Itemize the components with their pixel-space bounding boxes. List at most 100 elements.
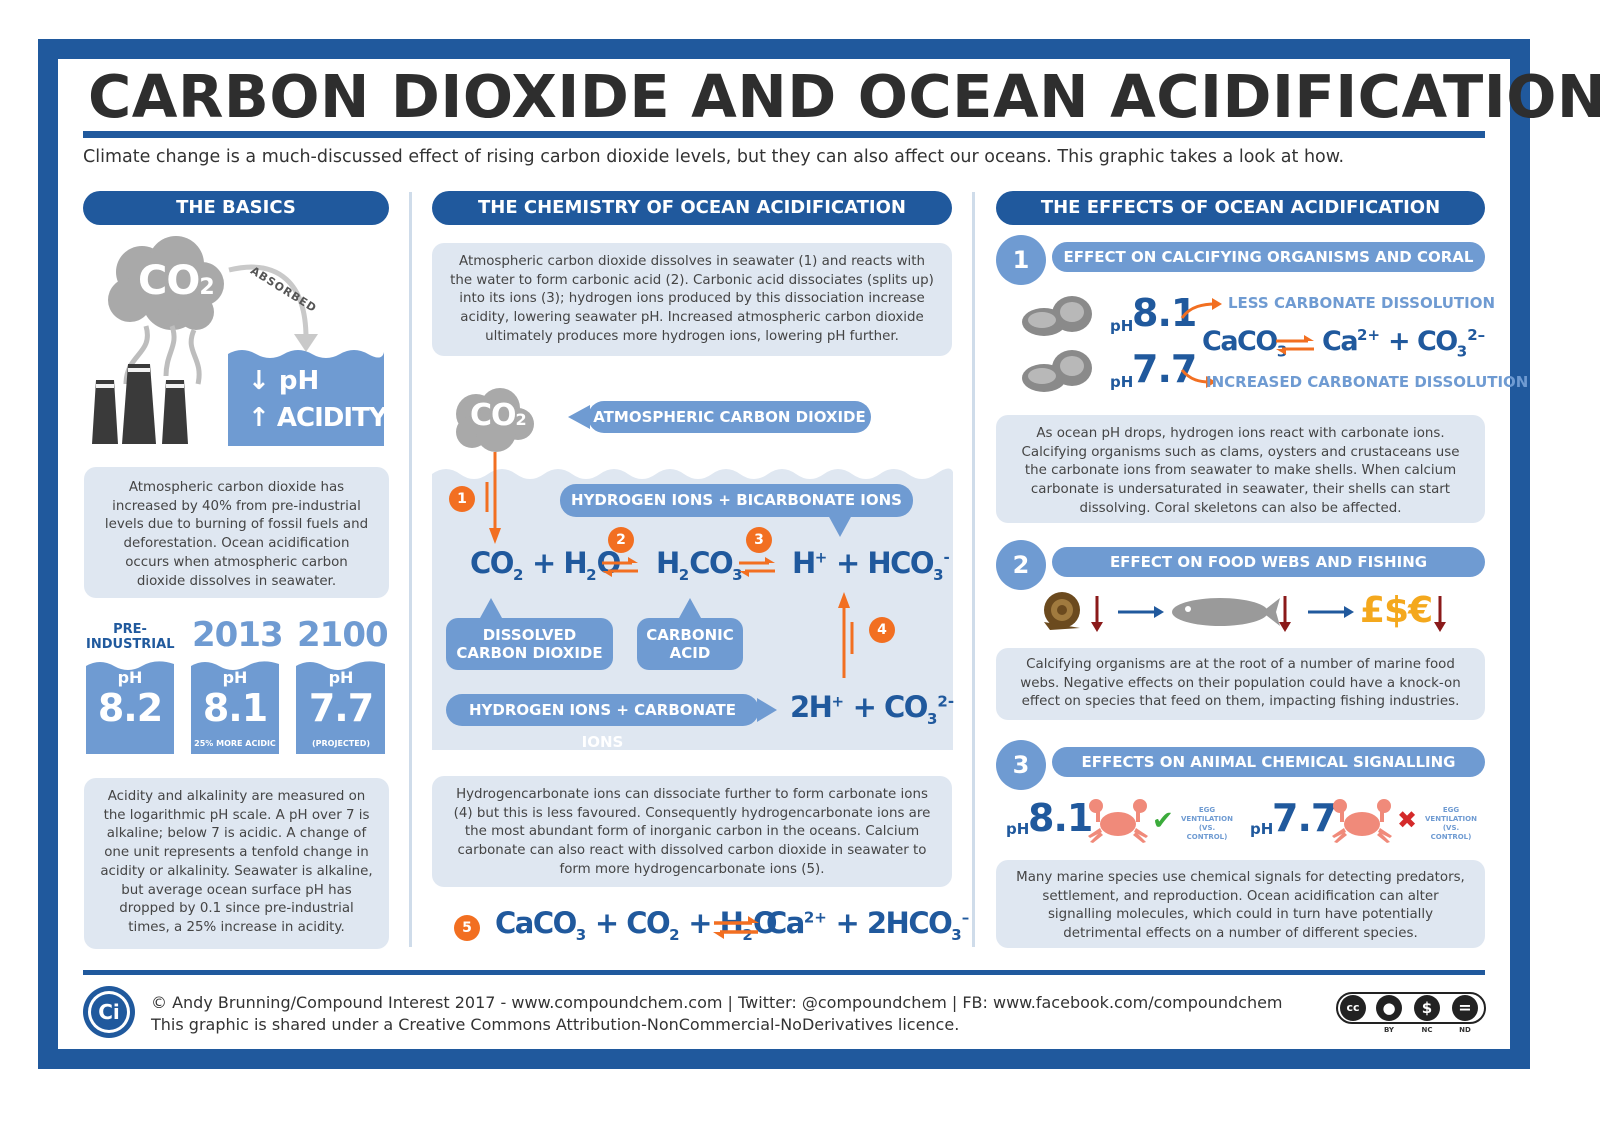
co2-cloud-icon: [108, 236, 224, 330]
effect-3-title: EFFECTS ON ANIMAL CHEMICAL SIGNALLING: [1052, 747, 1485, 777]
effect-3-ph-high: 8.1: [1028, 796, 1093, 840]
less-dissolution-label: LESS CARBONATE DISSOLUTION: [1228, 294, 1496, 312]
equilibrium-arrow-2: [602, 557, 638, 577]
title-rule: [83, 131, 1485, 138]
equation-h2co3: H2CO3: [656, 546, 743, 584]
effect-1-number: 1: [996, 235, 1046, 285]
effect-1-ph-label-low: pH: [1110, 373, 1134, 391]
ocean-box: [228, 350, 384, 446]
equilibrium-arrow-3: [739, 557, 775, 577]
step-3-badge: 3: [746, 527, 772, 553]
equation-co2-h2o: CO2 + H2O: [470, 546, 621, 584]
callout-pointer: [679, 598, 701, 618]
chem-co2-label: CO2: [470, 398, 527, 433]
equation-h-hco3: H+ + HCO3-: [792, 546, 950, 584]
clam-shells-icon: [1022, 296, 1092, 392]
effect-3-number: 3: [996, 740, 1046, 790]
callout-pointer: [480, 598, 502, 618]
effect-3-text: Many marine species use chemical signals…: [996, 860, 1485, 948]
cloud-co2-label: CO2: [138, 258, 215, 304]
page-title: CARBON DIOXIDE AND OCEAN ACIDIFICATION: [88, 62, 1600, 131]
absorbed-arrow: [228, 264, 309, 339]
callout-pointer: [568, 405, 590, 429]
down-arrow-icon: ↓: [248, 366, 270, 396]
currency-symbols: £$€: [1360, 590, 1433, 631]
ph-card-3-label: pH: [328, 668, 354, 687]
ph-card-1-label: pH: [117, 668, 143, 687]
lower-ph-label: ↓ pH: [248, 366, 320, 396]
cc-by-label: BY: [1383, 1026, 1395, 1034]
effects-header: THE EFFECTS OF OCEAN ACIDIFICATION: [996, 191, 1485, 225]
noderivatives-icon: =: [1452, 995, 1478, 1021]
ph-card-3-note: (PROJECTED): [311, 739, 370, 748]
fish-icon: [1172, 598, 1280, 626]
page-subtitle: Climate change is a much-discussed effec…: [83, 147, 1345, 167]
atmospheric-co2-label: ATMOSPHERIC CARBON DIOXIDE: [588, 401, 871, 433]
equation-ca-2hco3: Ca2+ + 2HCO3–: [766, 906, 970, 944]
effect-3-ph-label-high: pH: [1006, 820, 1030, 838]
effect-1-ph-low: 7.7: [1132, 347, 1197, 391]
footer-licence: This graphic is shared under a Creative …: [151, 1015, 960, 1034]
egg-ventilation-label-1: EGG VENTILATION (VS. CONTROL): [1181, 806, 1233, 841]
column-divider-2: [972, 192, 975, 947]
preindustrial-year: PRE-INDUSTRIAL: [86, 622, 175, 652]
bicarbonate-label: HYDROGEN IONS + BICARBONATE IONS: [560, 484, 913, 517]
effect-1-equilibrium-arrow: [1276, 335, 1314, 355]
smoke-trails: [123, 325, 202, 385]
footer-credit: © Andy Brunning/Compound Interest 2017 -…: [151, 993, 1283, 1012]
equilibrium-arrow-5: [713, 916, 759, 939]
ph-card-1-value: 8.2: [97, 686, 163, 730]
up-arrow-icon: ↑: [248, 403, 270, 433]
ph-card-3-value: 7.7: [308, 686, 374, 730]
chemistry-header: THE CHEMISTRY OF OCEAN ACIDIFICATION: [432, 191, 952, 225]
factory-chimneys-icon: [92, 364, 188, 444]
effect-2-number: 2: [996, 540, 1046, 590]
basics-text-2: Acidity and alkalinity are measured on t…: [84, 778, 389, 949]
carbonic-acid-label: CARBONIC ACID: [637, 618, 743, 670]
ph-card-2-label: pH: [222, 668, 248, 687]
chem-co2-cloud-icon: [456, 388, 534, 452]
ph-card-2-note: 25% MORE ACIDIC: [194, 739, 276, 748]
step-1-equilibrium-arrows: [485, 452, 501, 544]
carbonate-label: HYDROGEN IONS + CARBONATE IONS: [446, 694, 759, 751]
compound-interest-logo: Ci: [83, 986, 135, 1038]
year-2013: 2013: [192, 615, 284, 655]
noncommercial-icon: $: [1414, 995, 1440, 1021]
food-web-chain: [1044, 592, 1446, 632]
effect-1-ph-label-high: pH: [1110, 317, 1134, 335]
ph-card-2-value: 8.1: [202, 686, 268, 730]
cross-icon: ✖: [1397, 806, 1418, 834]
step-5-badge: 5: [454, 915, 480, 941]
effect-1-title: EFFECT ON CALCIFYING ORGANISMS AND CORAL: [1052, 242, 1485, 272]
effect-1-equation-right: Ca2+ + CO32–: [1322, 326, 1486, 361]
effect-1-text: As ocean pH drops, hydrogen ions react w…: [996, 415, 1485, 523]
cc-licence-badge: cc ● $ = BY NC ND: [1336, 992, 1486, 1036]
step-4-equilibrium-arrows: [838, 592, 854, 678]
attribution-icon: ●: [1376, 995, 1402, 1021]
callout-pointer: [828, 515, 852, 537]
dissolved-co2-label: DISSOLVED CARBON DIOXIDE: [446, 618, 613, 670]
ph-card-shapes: [86, 661, 385, 754]
effect-2-title: EFFECT ON FOOD WEBS AND FISHING: [1052, 547, 1485, 577]
check-icon: ✔: [1152, 806, 1174, 836]
step-1-badge: 1: [449, 486, 475, 512]
cc-icon: cc: [1340, 995, 1366, 1021]
crab-icon-2: [1332, 799, 1392, 843]
column-divider-1: [409, 192, 412, 947]
callout-pointer: [757, 698, 777, 722]
egg-ventilation-label-2: EGG VENTILATION (VS. CONTROL): [1425, 806, 1477, 841]
step-4-badge: 4: [869, 617, 895, 643]
footer-rule: [83, 970, 1485, 975]
basics-text-1: Atmospheric carbon dioxide has increased…: [84, 467, 389, 598]
increased-dissolution-label: INCREASED CARBONATE DISSOLUTION: [1206, 373, 1529, 391]
chemistry-intro: Atmospheric carbon dioxide dissolves in …: [432, 243, 952, 356]
snail-shell-icon: [1044, 592, 1080, 630]
equation-2h-co3: 2H+ + CO32-: [790, 690, 955, 728]
effect-2-text: Calcifying organisms are at the root of …: [996, 648, 1485, 720]
step-2-badge: 2: [608, 527, 634, 553]
year-2100: 2100: [297, 615, 389, 655]
crab-icon-1: [1088, 799, 1148, 843]
effect-3-ph-low: 7.7: [1272, 796, 1337, 840]
effect-1-arrows: [1180, 298, 1222, 388]
effect-3-ph-label-low: pH: [1250, 820, 1274, 838]
